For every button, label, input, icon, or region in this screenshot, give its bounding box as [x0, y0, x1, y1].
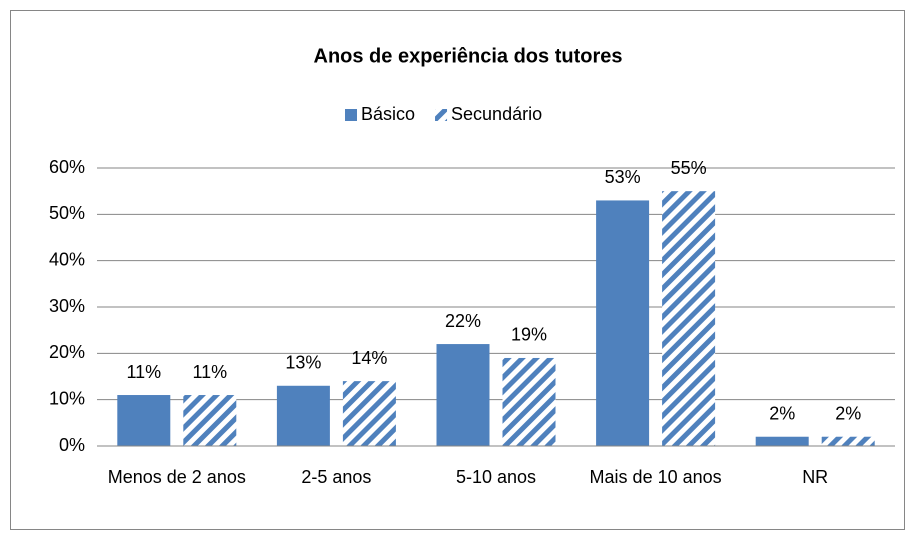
y-tick-label: 0% — [59, 435, 85, 455]
value-label: 13% — [285, 353, 321, 373]
legend: Básico Secundário — [345, 104, 542, 124]
value-label: 19% — [511, 325, 547, 345]
value-label: 11% — [192, 362, 227, 382]
x-tick-label: Menos de 2 anos — [108, 467, 246, 487]
value-label: 55% — [671, 158, 707, 178]
y-tick-label: 30% — [49, 296, 85, 316]
value-label: 11% — [126, 362, 161, 382]
legend-swatch — [345, 109, 357, 121]
y-tick-label: 40% — [49, 249, 85, 269]
x-tick-label: NR — [802, 467, 828, 487]
bar — [662, 191, 716, 446]
bar — [276, 385, 330, 446]
bar — [183, 395, 237, 446]
value-label: 14% — [351, 348, 387, 368]
bar — [502, 357, 556, 446]
y-tick-label: 20% — [49, 342, 85, 362]
value-label: 53% — [605, 167, 641, 187]
bar — [342, 381, 396, 446]
chart-title: Anos de experiência dos tutores — [314, 45, 623, 67]
bar — [436, 344, 490, 446]
y-tick-label: 50% — [49, 203, 85, 223]
x-tick-label: Mais de 10 anos — [590, 467, 722, 487]
legend-swatch — [435, 109, 448, 121]
legend-label: Secundário — [451, 104, 542, 124]
chart-frame — [10, 10, 905, 530]
value-label: 2% — [769, 403, 795, 423]
legend-label: Básico — [361, 104, 415, 124]
bar — [821, 436, 875, 446]
x-tick-label: 5-10 anos — [456, 467, 536, 487]
bar — [596, 200, 650, 446]
bar — [117, 395, 171, 446]
y-tick-label: 60% — [49, 157, 85, 177]
value-label: 2% — [835, 403, 861, 423]
x-tick-label: 2-5 anos — [301, 467, 371, 487]
value-label: 22% — [445, 311, 481, 331]
bar — [755, 436, 809, 446]
y-tick-label: 10% — [49, 388, 85, 408]
